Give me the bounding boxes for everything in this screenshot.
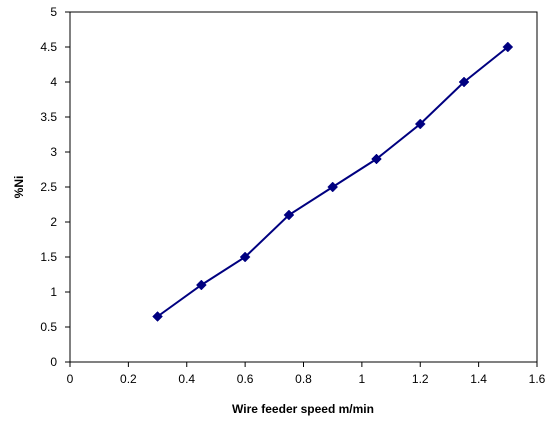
data-point-marker	[195, 279, 207, 291]
data-point-marker	[152, 311, 163, 322]
x-axis-title: Wire feeder speed m/min	[232, 402, 374, 416]
y-tick-label: 4.5	[40, 40, 57, 54]
y-axis-title: %Ni	[12, 176, 26, 199]
y-tick-label: 4	[50, 75, 57, 89]
data-point-marker	[458, 76, 470, 88]
y-tick-label: 0.5	[40, 320, 57, 334]
y-axis-ticks: 0 0.5 1 1.5 2 2.5 3 3.5 4 4.5 5	[40, 5, 70, 369]
x-tick-label: 1	[359, 372, 366, 386]
x-tick-label: 0.6	[237, 372, 254, 386]
x-tick-label: 0.8	[295, 372, 312, 386]
data-point-marker	[283, 209, 295, 221]
data-point-marker	[327, 181, 339, 193]
data-point-marker	[239, 251, 251, 263]
y-tick-label: 1.5	[40, 250, 57, 264]
y-tick-label: 3.5	[40, 110, 57, 124]
x-tick-label: 0.2	[120, 372, 137, 386]
y-tick-label: 5	[50, 5, 57, 19]
data-point-marker	[414, 118, 426, 130]
y-tick-label: 2	[50, 215, 57, 229]
y-tick-label: 1	[50, 285, 57, 299]
x-tick-label: 1.2	[412, 372, 429, 386]
plot-area	[69, 11, 538, 363]
x-tick-label: 1.4	[470, 372, 487, 386]
y-tick-label: 0	[50, 355, 57, 369]
x-tick-label: 0.4	[178, 372, 195, 386]
x-tick-label: 0	[67, 372, 74, 386]
series-layer	[152, 41, 514, 322]
x-axis-ticks: 0 0.2 0.4 0.6 0.8 1 1.2 1.4 1.6	[67, 362, 546, 386]
x-tick-label: 1.6	[529, 372, 546, 386]
data-point-marker	[371, 153, 382, 165]
data-point-marker	[502, 41, 514, 53]
y-tick-label: 2.5	[40, 180, 57, 194]
y-tick-label: 3	[50, 145, 57, 159]
